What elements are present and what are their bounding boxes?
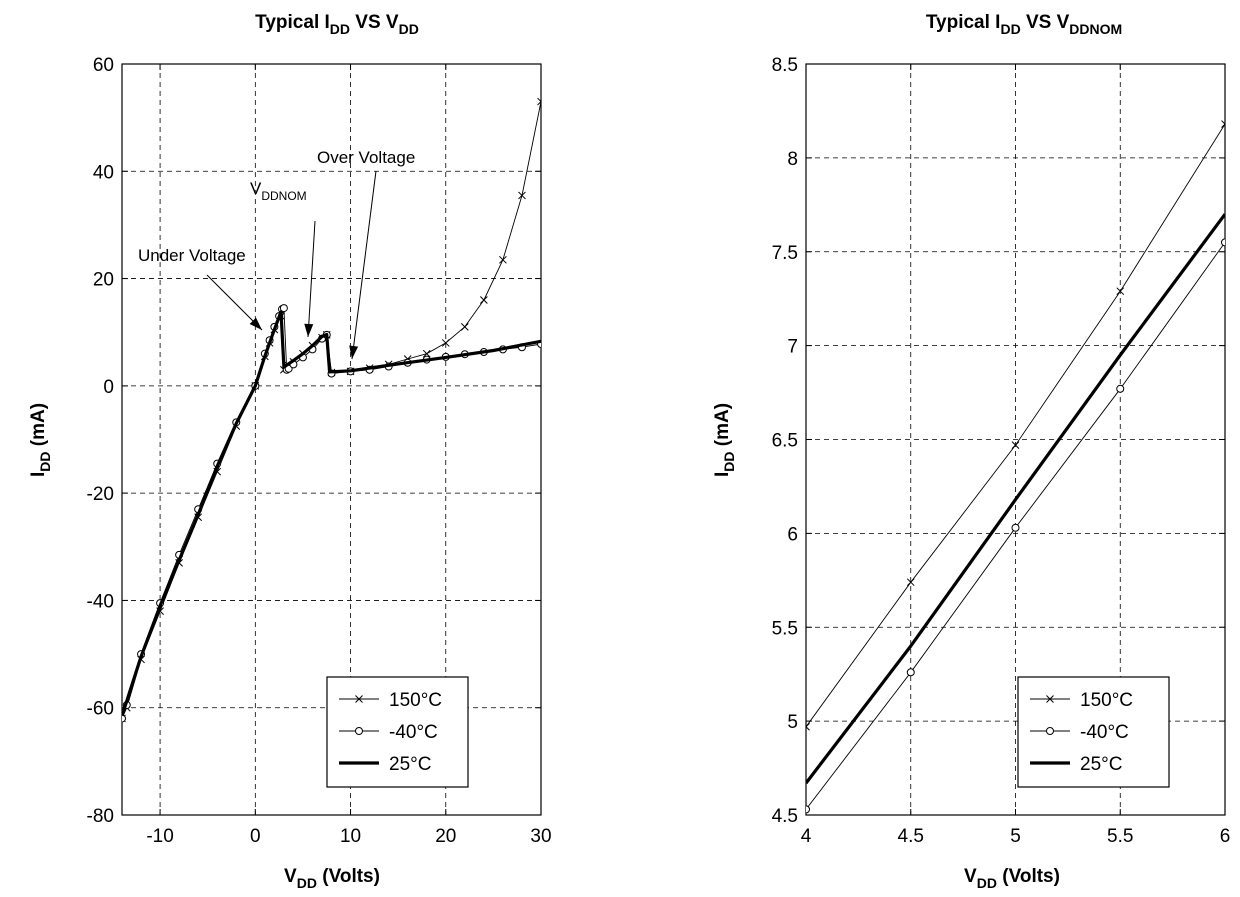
annotation-arrow [307,220,316,338]
x-tick-label: 4 [801,826,812,847]
series-2 [122,304,541,723]
legend-box [1017,676,1170,788]
y-tick-label: 0 [103,377,114,398]
data-point [460,322,469,331]
y-tick-label: 8.5 [772,55,798,76]
data-point [906,668,915,677]
y-tick-label: 7.5 [772,243,798,264]
annotation: Over Voltage [317,148,415,360]
y-tick-label: -40 [87,591,114,612]
y-tick-label: 6.5 [772,431,798,452]
data-point [1116,384,1125,393]
data-point [806,722,810,731]
legend-item: -40°C [339,722,438,743]
legend-item: 150°C [339,690,442,711]
series-line [122,101,541,719]
x-axis-label: VDD (Volts) [964,866,1060,891]
y-axis-label: IDD (mA) [28,403,53,477]
series-line [122,310,541,717]
legend-item: 25°C [1030,754,1122,775]
series-3 [122,310,541,717]
data-point [1221,238,1225,247]
series-1 [122,97,541,723]
y-tick-label: 20 [93,270,114,291]
x-axis-label: VDD (Volts) [284,866,380,891]
y-tick-label: -60 [87,699,114,720]
legend: 150°C -40°C 25°C [1017,676,1170,788]
legend-label: 25°C [1080,754,1122,775]
arrow-head [349,345,359,359]
y-tick-label: 7 [787,337,798,358]
x-tick-label: 5.5 [1107,826,1133,847]
legend-label: 25°C [389,754,431,775]
data-point [480,296,488,304]
data-point [906,578,915,587]
annotation-label: Over Voltage [317,148,415,167]
y-tick-label: 4.5 [772,806,798,827]
legend-item: -40°C [1030,722,1129,743]
data-point [1011,441,1020,449]
plot-frame [121,63,542,816]
data-point [518,191,526,200]
data-point [1221,120,1225,128]
legend-marker [355,727,363,735]
data-point [537,97,541,106]
annotation-label: VDDNOM [250,179,307,203]
data-point [1011,523,1020,532]
x-tick-label: 10 [340,826,361,847]
y-axis-label: IDD (mA) [712,403,737,477]
y-tick-label: 8 [787,149,798,170]
legend-item: 25°C [339,754,431,775]
data-point [499,255,507,264]
legend-marker [1046,727,1054,735]
series-2 [806,238,1225,814]
annotation: Under Voltage [138,246,263,331]
x-tick-label: 4.5 [898,826,924,847]
data-point [1116,287,1125,296]
legend-box [326,676,469,788]
series-3 [806,213,1225,785]
axis-ticks: 4 4.5 5 5.5 64.555.566.577.588.5 [772,55,1231,847]
annotation-label: Under Voltage [138,246,246,265]
series-line [806,213,1225,785]
y-tick-label: 6 [787,524,798,545]
axis-ticks: -10 0 10 20 30 -80 -60 -40 -20 0 20 40 60 [87,55,552,847]
data-point [122,714,126,723]
x-tick-label: 6 [1220,826,1231,847]
x-tick-label: 0 [250,826,261,847]
x-tick-label: 5 [1010,826,1021,847]
y-tick-label: 60 [93,55,114,76]
chart-title: Typical IDD VS VDD [255,12,419,37]
data-point [806,805,810,814]
y-tick-label: 5 [787,712,798,733]
x-tick-label: 20 [435,826,456,847]
chart-1: -10 0 10 20 30 -80 -60 -40 -20 0 20 40 60 Typical IDD… [28,12,552,891]
series-1 [806,120,1225,731]
legend-label: 150°C [1080,690,1133,711]
data-point [279,304,288,313]
x-tick-label: 30 [530,826,551,847]
data-point [422,349,431,358]
data-point [441,339,450,347]
legend-label: 150°C [389,690,442,711]
y-tick-label: -80 [87,806,114,827]
legend-item: 150°C [1030,690,1133,711]
legend: 150°C -40°C 25°C [326,676,469,788]
y-tick-label: 40 [93,162,114,183]
y-tick-label: -20 [87,484,114,505]
arrow-head [249,317,262,330]
y-tick-label: 5.5 [772,618,798,639]
legend-label: -40°C [1080,722,1129,743]
x-tick-label: -10 [146,826,173,847]
legend-label: -40°C [389,722,438,743]
annotation-arrow [351,170,377,360]
arrow-head [304,323,314,337]
chart-title: Typical IDD VS VDDNOM [926,12,1122,37]
annotation: VDDNOM [250,179,316,338]
